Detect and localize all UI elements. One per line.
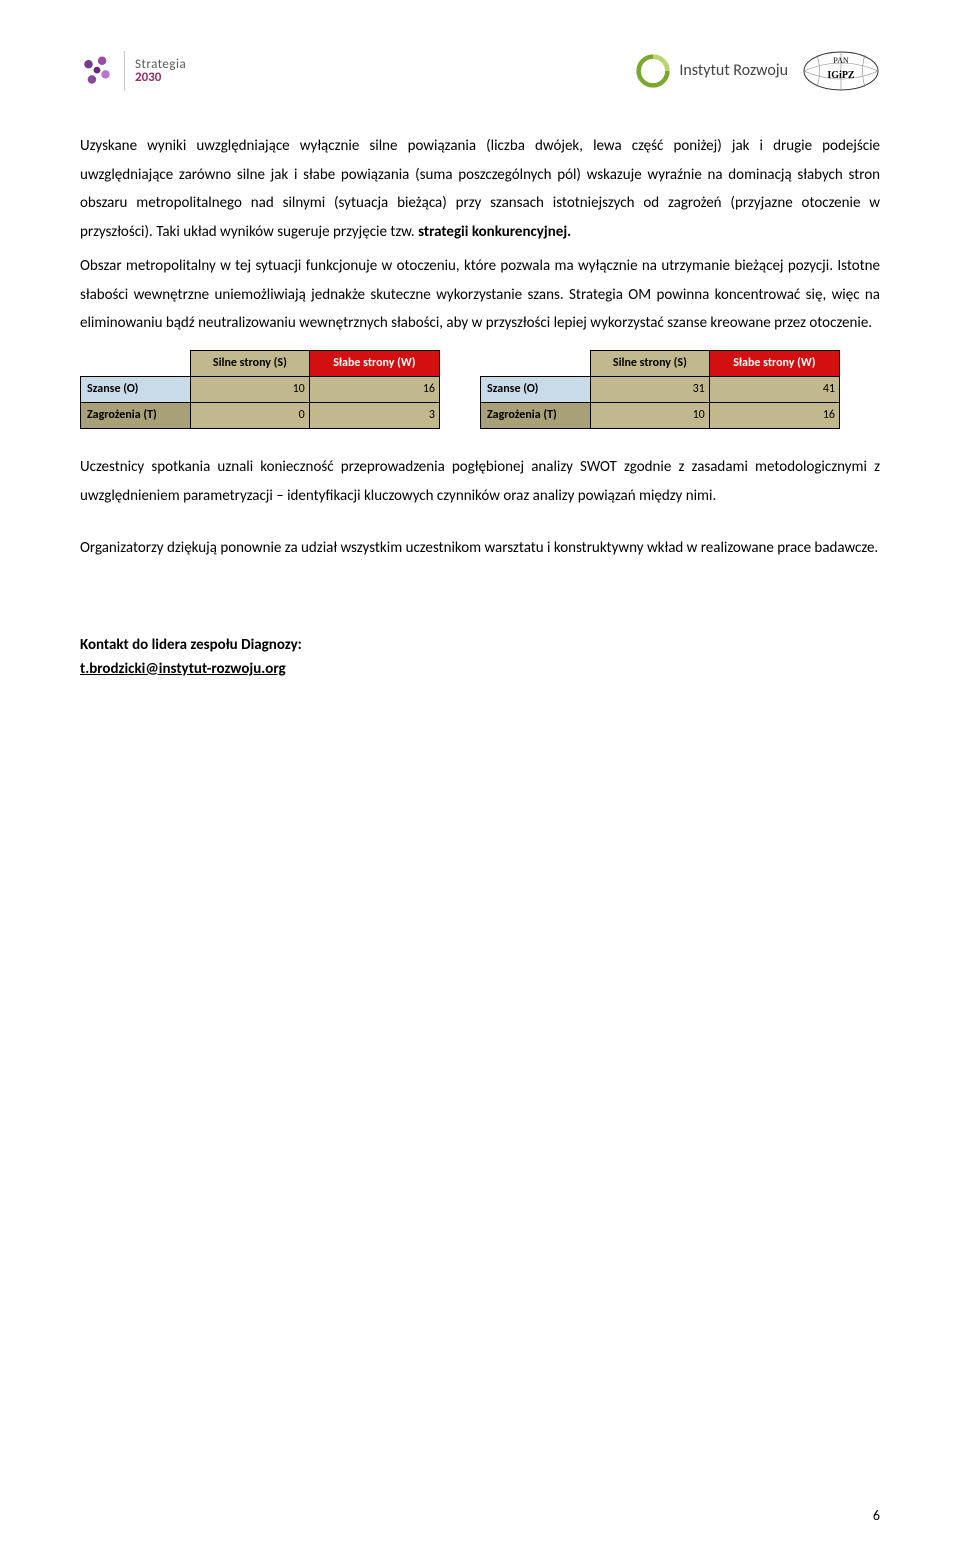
paragraph-1: Uzyskane wyniki uwzględniające wyłącznie… <box>80 132 880 246</box>
paragraph-2: Obszar metropolitalny w tej sytuacji fun… <box>80 252 880 338</box>
cell-t-s: 10 <box>591 402 710 428</box>
logo-pan-igipz: PAN IGiPZ <box>802 50 880 92</box>
col-header-s: Silne strony (S) <box>191 350 310 376</box>
ir-mark-icon <box>635 53 671 89</box>
table-row: Silne strony (S) Słabe strony (W) <box>481 350 840 376</box>
cell-o-s: 31 <box>591 376 710 402</box>
paragraph-4: Organizatorzy dziękują ponownie za udzia… <box>80 534 880 563</box>
header-right: Instytut Rozwoju PAN IGiPZ <box>635 50 880 92</box>
cell-t-w: 3 <box>309 402 439 428</box>
row-header-o: Szanse (O) <box>481 376 591 402</box>
para1-bold: strategii konkurencyjnej. <box>418 223 571 241</box>
col-header-w: Słabe strony (W) <box>309 350 439 376</box>
header-left: Strategia 2030 <box>80 51 186 91</box>
paragraph-3: Uczestnicy spotkania uznali konieczność … <box>80 453 880 510</box>
strategia-text: Strategia 2030 <box>135 58 186 84</box>
logo-instytut-rozwoju: Instytut Rozwoju <box>635 53 788 89</box>
row-header-t: Zagrożenia (T) <box>481 402 591 428</box>
page-number: 6 <box>873 1505 880 1527</box>
cell-o-w: 41 <box>709 376 839 402</box>
pan-bottom-text: IGiPZ <box>827 70 855 81</box>
swot-table-left: Silne strony (S) Słabe strony (W) Szanse… <box>80 350 440 430</box>
row-header-t: Zagrożenia (T) <box>81 402 191 428</box>
divider-icon <box>124 51 125 91</box>
cell-o-w: 16 <box>309 376 439 402</box>
table-row: Zagrożenia (T) 10 16 <box>481 402 840 428</box>
col-header-w: Słabe strony (W) <box>709 350 839 376</box>
contact-email: t.brodzicki@instytut-rozwoju.org <box>80 657 880 681</box>
contact-heading: Kontakt do lidera zespołu Diagnozy: <box>80 633 880 657</box>
ir-label: Instytut Rozwoju <box>679 58 788 84</box>
strategia-mark-icon <box>80 54 114 88</box>
table-row: Szanse (O) 31 41 <box>481 376 840 402</box>
cell-o-s: 10 <box>191 376 310 402</box>
cell-t-s: 0 <box>191 402 310 428</box>
page-header: Strategia 2030 Instytut Rozwoju PAN IGiP… <box>80 50 880 102</box>
swot-table-right: Silne strony (S) Słabe strony (W) Szanse… <box>480 350 840 430</box>
row-header-o: Szanse (O) <box>81 376 191 402</box>
table-row: Silne strony (S) Słabe strony (W) <box>81 350 440 376</box>
table-row: Zagrożenia (T) 0 3 <box>81 402 440 428</box>
strategia-year: 2030 <box>135 71 186 84</box>
logo-strategia: Strategia 2030 <box>80 51 186 91</box>
col-header-s: Silne strony (S) <box>591 350 710 376</box>
pan-top-text: PAN <box>833 56 848 65</box>
cell-t-w: 16 <box>709 402 839 428</box>
table-row: Szanse (O) 10 16 <box>81 376 440 402</box>
swot-tables-wrap: Silne strony (S) Słabe strony (W) Szanse… <box>80 350 880 430</box>
